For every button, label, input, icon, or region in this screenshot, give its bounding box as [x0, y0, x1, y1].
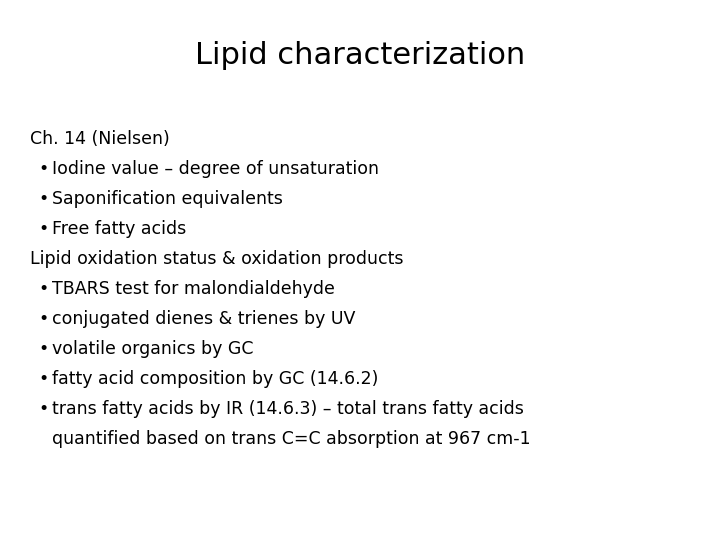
Text: Free fatty acids: Free fatty acids	[52, 220, 186, 238]
Text: •: •	[38, 160, 48, 178]
Text: •: •	[38, 310, 48, 328]
Text: TBARS test for malondialdehyde: TBARS test for malondialdehyde	[52, 280, 335, 298]
Text: •: •	[38, 340, 48, 358]
Text: Saponification equivalents: Saponification equivalents	[52, 190, 283, 208]
Text: •: •	[38, 220, 48, 238]
Text: •: •	[38, 280, 48, 298]
Text: conjugated dienes & trienes by UV: conjugated dienes & trienes by UV	[52, 310, 356, 328]
Text: quantified based on trans C=C absorption at 967 cm-1: quantified based on trans C=C absorption…	[52, 430, 531, 448]
Text: Iodine value – degree of unsaturation: Iodine value – degree of unsaturation	[52, 160, 379, 178]
Text: trans fatty acids by IR (14.6.3) – total trans fatty acids: trans fatty acids by IR (14.6.3) – total…	[52, 400, 524, 418]
Text: Ch. 14 (Nielsen): Ch. 14 (Nielsen)	[30, 130, 170, 148]
Text: Lipid characterization: Lipid characterization	[195, 40, 525, 70]
Text: •: •	[38, 400, 48, 418]
Text: •: •	[38, 370, 48, 388]
Text: volatile organics by GC: volatile organics by GC	[52, 340, 253, 358]
Text: •: •	[38, 190, 48, 208]
Text: Lipid oxidation status & oxidation products: Lipid oxidation status & oxidation produ…	[30, 250, 403, 268]
Text: fatty acid composition by GC (14.6.2): fatty acid composition by GC (14.6.2)	[52, 370, 379, 388]
